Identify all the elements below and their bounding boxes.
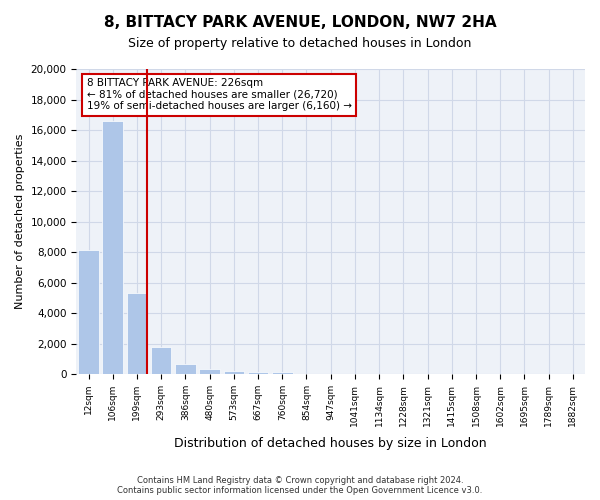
Bar (78, 250, 99, 374)
Bar (272, 372, 293, 374)
Bar (224, 371, 244, 374)
Bar (199, 369, 220, 374)
Text: 8, BITTACY PARK AVENUE, LONDON, NW7 2HA: 8, BITTACY PARK AVENUE, LONDON, NW7 2HA (104, 15, 496, 30)
Text: Size of property relative to detached houses in London: Size of property relative to detached ho… (128, 38, 472, 51)
Bar (248, 372, 268, 374)
Text: 8 BITTACY PARK AVENUE: 226sqm
← 81% of detached houses are smaller (26,720)
19% : 8 BITTACY PARK AVENUE: 226sqm ← 81% of d… (86, 78, 352, 112)
Y-axis label: Number of detached properties: Number of detached properties (15, 134, 25, 309)
Text: Contains HM Land Registry data © Crown copyright and database right 2024.
Contai: Contains HM Land Registry data © Crown c… (118, 476, 482, 495)
Bar (103, 121, 123, 374)
X-axis label: Distribution of detached houses by size in London: Distribution of detached houses by size … (175, 437, 487, 450)
Bar (175, 364, 196, 374)
Bar (151, 346, 172, 374)
Bar (127, 293, 147, 374)
